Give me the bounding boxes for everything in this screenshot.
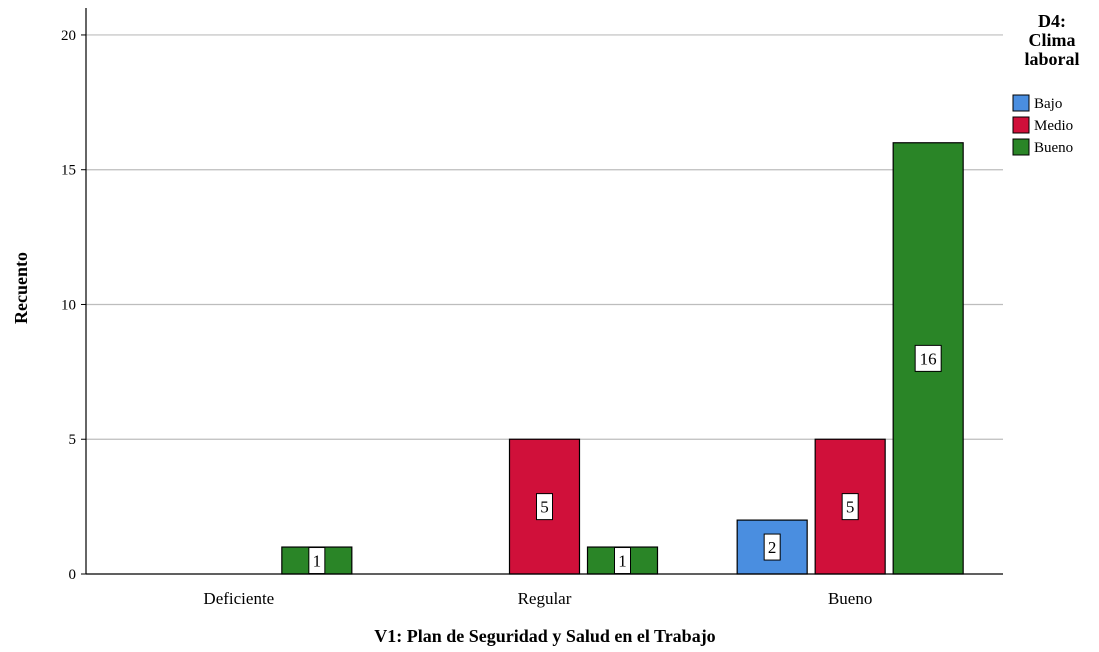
data-label-box [308,547,326,575]
legend-swatch [1012,138,1030,156]
data-label: 5 [536,493,553,521]
legend-item-medio: Medio [1012,116,1073,134]
y-tick-label: 10 [61,297,76,313]
y-tick-labels: 0 5 10 15 20 [61,28,76,583]
legend-swatch [1012,94,1030,112]
data-label-box [841,493,859,521]
legend-label: Bueno [1034,140,1073,156]
y-tick-label: 0 [69,567,77,583]
y-tick-label: 20 [61,28,76,44]
legend-label: Bajo [1034,96,1062,112]
data-label-text: 5 [540,498,549,517]
data-label-text: 1 [618,552,627,571]
data-label: 2 [763,533,781,561]
data-label: 5 [841,493,859,521]
x-tick-labels: Deficiente Regular Bueno [203,589,872,608]
bars-group [281,142,964,575]
legend-label: Medio [1034,118,1073,134]
x-tick-label: Regular [518,589,572,608]
data-label-box [536,493,553,521]
legend-title: D4: [1038,11,1066,31]
data-label-text: 2 [768,538,777,557]
data-labels: 1 5 1 2 5 16 [308,344,942,575]
data-label-text: 16 [920,349,937,368]
legend-swatch [1012,116,1030,134]
data-label-box [614,547,631,575]
y-tick-label: 5 [69,432,77,448]
x-axis-title: V1: Plan de Seguridad y Salud en el Trab… [374,626,715,646]
legend-title: Clima [1029,30,1076,50]
legend-item-bueno: Bueno [1012,138,1073,156]
x-tick-label: Deficiente [203,589,274,608]
legend-item-bajo: Bajo [1012,94,1062,112]
data-label: 1 [308,547,326,575]
data-label-text: 5 [846,498,855,517]
data-label-text: 1 [313,552,322,571]
y-tick-label: 15 [61,163,76,179]
data-label: 16 [914,344,942,372]
data-label-box [914,344,942,372]
axes-group [85,8,1003,575]
legend-title: laboral [1024,49,1079,69]
data-label: 1 [614,547,631,575]
data-label-box [763,533,781,561]
x-tick-label: Bueno [828,589,872,608]
y-axis-title: Recuento [11,252,31,324]
